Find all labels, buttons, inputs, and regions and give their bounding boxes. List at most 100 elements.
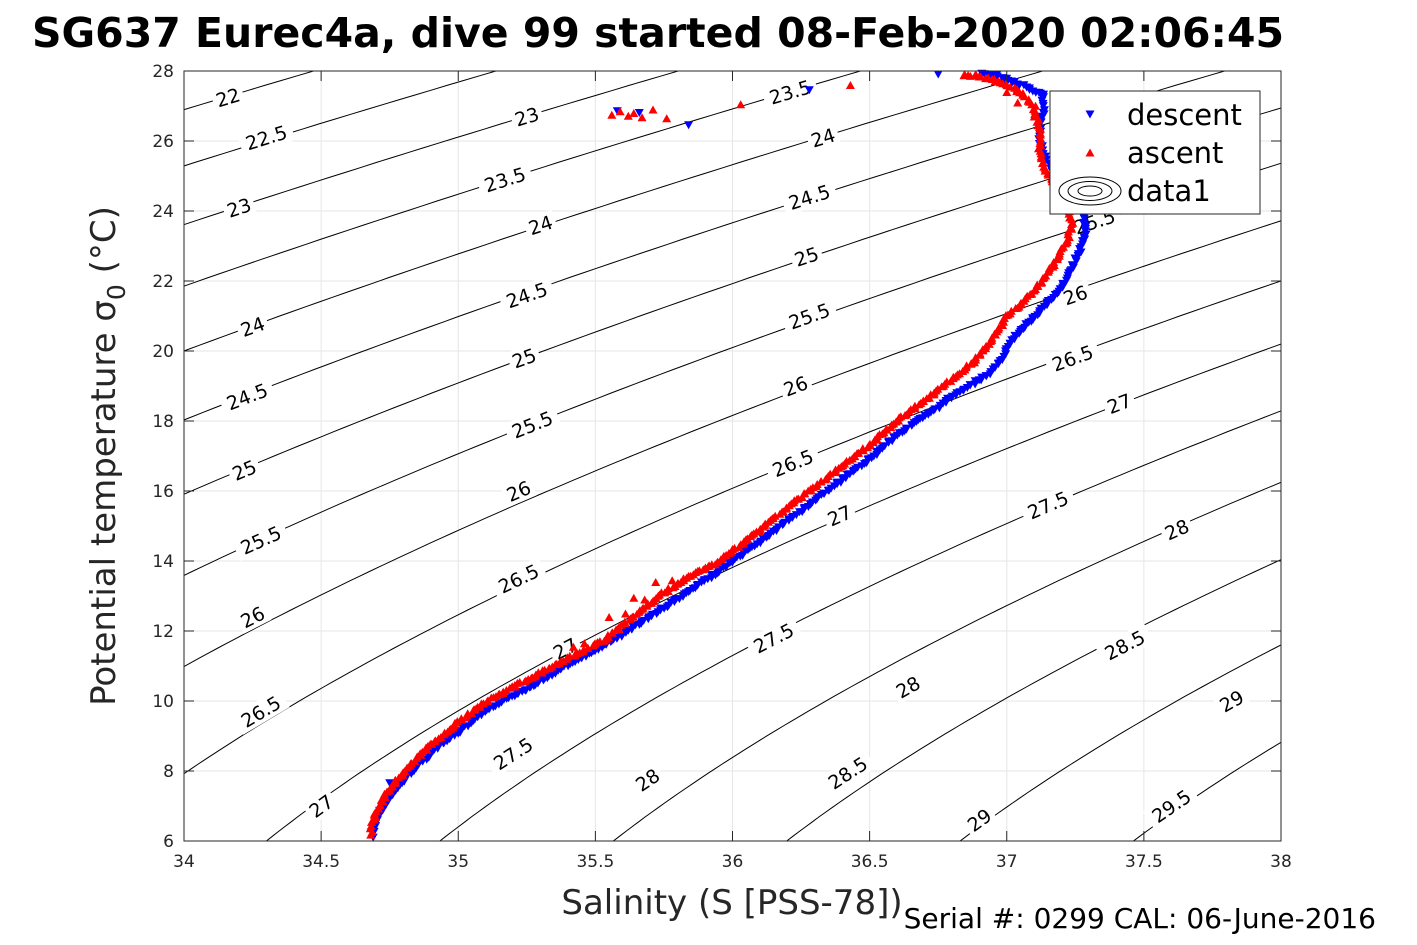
ascent-point xyxy=(629,593,639,602)
contour-label-bg xyxy=(209,82,246,113)
contour-label-bg xyxy=(231,518,290,562)
ascent-point xyxy=(603,631,613,639)
ascent-point xyxy=(583,644,593,653)
contour-label-bg xyxy=(804,122,842,153)
y-tick-label: 10 xyxy=(152,692,174,712)
contour-label-bg xyxy=(889,669,927,705)
y-tick-label: 8 xyxy=(163,762,174,782)
contour-line xyxy=(439,410,1281,841)
ascent-point xyxy=(607,628,617,637)
descent-point xyxy=(1079,218,1089,227)
ascent-point xyxy=(623,111,633,120)
descent-point xyxy=(804,86,814,95)
contour-label-bg xyxy=(225,453,263,487)
legend-ascent-marker xyxy=(1085,148,1095,157)
descent-point xyxy=(997,74,1007,83)
contour-line xyxy=(612,481,1281,841)
y-tick-label: 28 xyxy=(152,62,174,82)
contour-line xyxy=(184,71,679,226)
ascent-point xyxy=(662,114,672,123)
descent-point xyxy=(684,121,694,130)
y-tick-label: 24 xyxy=(152,202,174,222)
contour-label-bg xyxy=(484,729,542,778)
y-axis-label-unit: (°C) xyxy=(84,206,124,273)
descent-point xyxy=(634,109,644,117)
contour-label-bg xyxy=(744,615,803,661)
contour-label-bg xyxy=(497,275,556,315)
y-tick-label: 22 xyxy=(152,272,174,292)
y-tick-labels: 6 8 10 12 14 16 18 20 22 24 26 28 xyxy=(152,62,174,852)
contour-label-bg xyxy=(234,310,271,343)
ascent-point xyxy=(933,384,943,393)
contour-label-bg xyxy=(819,748,877,797)
ascent-point xyxy=(854,448,864,457)
data-points xyxy=(365,69,1091,842)
legend-descent-marker xyxy=(1085,110,1095,119)
legend-data1-marker xyxy=(1058,176,1122,206)
x-tick-label: 36.5 xyxy=(851,852,889,872)
contour-label-bg xyxy=(1142,781,1200,831)
contour-line xyxy=(959,644,1281,841)
ascent-point xyxy=(638,603,648,612)
ascent-point xyxy=(501,686,511,694)
legend-contour-ring-middle xyxy=(1067,181,1113,201)
contour-label-group: 26 xyxy=(1057,279,1094,311)
ascent-point xyxy=(640,595,650,604)
ascent-point xyxy=(1006,306,1016,315)
contour-label-bg xyxy=(522,209,559,241)
descent-point xyxy=(1010,335,1019,344)
y-axis-label-subscript: 0 xyxy=(102,284,131,300)
contour-label-bg xyxy=(489,556,548,601)
ascent-point xyxy=(1002,88,1012,96)
contour-label-bg xyxy=(500,474,538,508)
x-axis-label: Salinity (S [PSS-78]) xyxy=(561,883,902,923)
contour-label-bg xyxy=(1018,484,1078,526)
contour-line xyxy=(184,71,497,167)
y-tick-label: 18 xyxy=(152,412,174,432)
ascent-point xyxy=(568,642,578,651)
x-tick-label: 35 xyxy=(447,852,469,872)
legend-data1-label: data1 xyxy=(1127,174,1211,208)
y-tick-label: 20 xyxy=(152,342,174,362)
contour-label-bg xyxy=(777,370,814,402)
contour-label-bg xyxy=(237,119,296,156)
x-tick-labels: 34 34.5 35 35.5 36 36.5 37 37.5 38 xyxy=(173,852,1292,872)
descent-point xyxy=(880,442,890,451)
ascent-point xyxy=(615,107,625,116)
x-tick-label: 34 xyxy=(173,852,195,872)
ascent-point xyxy=(604,613,614,621)
contour-label-bg xyxy=(628,762,667,798)
ascent-point xyxy=(637,113,647,122)
contour-label-bg xyxy=(761,73,820,111)
x-tick-label: 35.5 xyxy=(576,852,614,872)
ascent-point xyxy=(959,71,969,80)
ascent-point xyxy=(376,795,386,804)
descent-point xyxy=(977,69,987,78)
legend-contour-ring-outer xyxy=(1058,176,1122,206)
descent-point xyxy=(902,424,912,433)
descent-point xyxy=(385,779,395,788)
contour-line xyxy=(184,71,1043,352)
contour-label-bg xyxy=(1043,338,1102,378)
contour-line xyxy=(184,220,1281,668)
ascent-point xyxy=(1013,98,1023,107)
contour-label-group: 24 xyxy=(804,122,842,153)
serial-footer: Serial #: 0299 CAL: 06-June-2016 xyxy=(904,902,1376,935)
x-tick-label: 38 xyxy=(1270,852,1292,872)
y-axis-label-spacer xyxy=(84,273,124,284)
ascent-point xyxy=(648,105,658,114)
chart-title: SG637 Eurec4a, dive 99 started 08-Feb-20… xyxy=(32,9,1284,57)
contour-label-bg xyxy=(780,178,839,216)
ascent-point xyxy=(1029,112,1039,121)
contour-line xyxy=(184,107,1281,495)
contour-label-bg xyxy=(503,404,562,445)
contour-line xyxy=(266,343,1281,841)
contour-label-bg xyxy=(475,160,534,199)
contour-label-bg xyxy=(508,101,545,132)
ascent-point xyxy=(417,747,427,756)
series-ascent xyxy=(365,70,1078,839)
contour-label-bg xyxy=(505,342,543,374)
contour-label-bg xyxy=(231,688,290,735)
contour-label-bg xyxy=(220,192,258,223)
